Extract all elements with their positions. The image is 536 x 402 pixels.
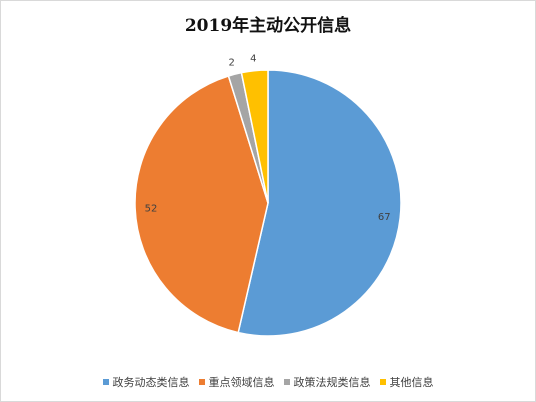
legend-item-other: 其他信息 [379, 374, 434, 390]
pie-slice-other [240, 69, 269, 204]
data-label: 2 [229, 58, 235, 69]
legend-swatch [102, 379, 109, 385]
data-label: 67 [378, 212, 391, 223]
data-label: 52 [145, 203, 158, 214]
chart-title: 2019年主动公开信息 [184, 16, 352, 36]
legend-item-politics: 政务动态类信息 [102, 374, 190, 390]
pie-slice-politics [237, 69, 402, 337]
pie-slice-key-areas [134, 75, 269, 334]
data-label: 4 [250, 54, 256, 65]
legend-label: 重点领域信息 [208, 376, 275, 389]
legend-swatch [283, 379, 290, 385]
legend-item-policy: 政策法规类信息 [283, 374, 371, 390]
legend-item-key-areas: 重点领域信息 [198, 374, 275, 390]
legend-label: 政策法规类信息 [293, 376, 371, 389]
legend-label: 其他信息 [389, 376, 434, 389]
legend-swatch [198, 379, 205, 385]
legend-swatch [379, 379, 386, 385]
legend-label: 政务动态类信息 [112, 376, 190, 389]
chart-legend: 政务动态类信息 重点领域信息 政策法规类信息 其他信息 [0, 374, 536, 390]
